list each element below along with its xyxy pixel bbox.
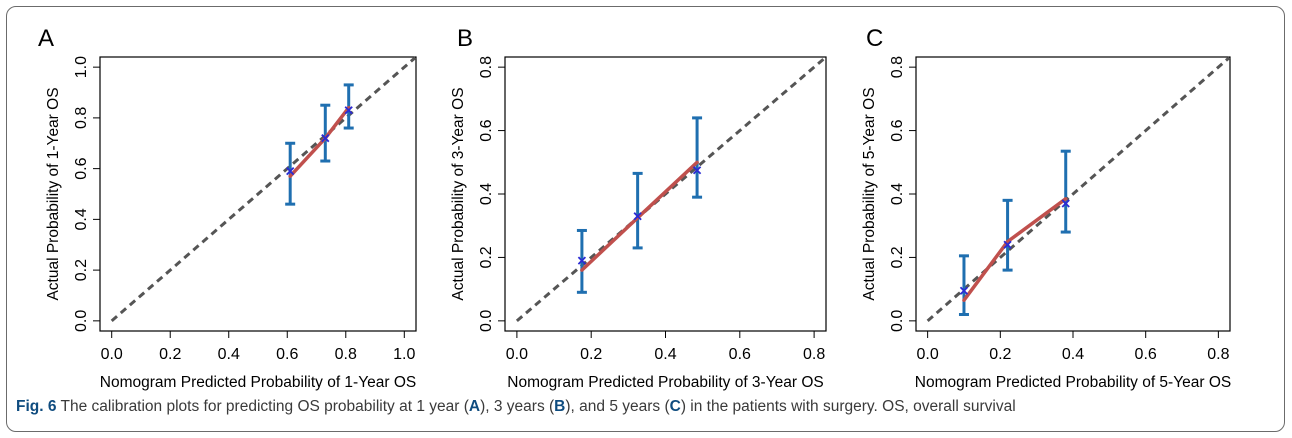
calibration-panel-a: A 0.0 0.2 0.4 0.6 0.8 1.0 0.0 0.2 0.4 0.6 0.8 1.0 Nom… <box>38 25 417 391</box>
y-tick-label: 0.8 <box>889 56 906 78</box>
x-tick-label: 0.8 <box>335 346 357 363</box>
caption-panel-ref: A <box>468 398 481 415</box>
marker-stroke <box>286 167 295 176</box>
caption-text-part: ), 3 years ( <box>480 398 555 415</box>
x-tick-label: 0.4 <box>218 346 240 363</box>
y-tick-label: 0.6 <box>889 119 906 141</box>
caption-panel-ref: B <box>554 398 566 415</box>
x-tick-label: 0.0 <box>917 346 939 363</box>
x-tick-label: 0.2 <box>580 346 602 363</box>
fitted-calibration-curve <box>962 197 1068 302</box>
x-tick-label: 1.0 <box>393 346 415 363</box>
observed-point-marker <box>692 166 702 175</box>
y-tick-label: 0.6 <box>73 157 90 179</box>
observed-point-marker <box>959 286 969 295</box>
observed-point-marker <box>1003 240 1012 249</box>
observed-point-marker <box>577 256 587 265</box>
y-tick-label: 0.2 <box>478 246 495 268</box>
x-tick-label: 0.4 <box>1062 346 1084 363</box>
x-tick-label: 0.8 <box>803 346 825 363</box>
y-axis-label: Actual Probability of 5-Year OS <box>861 87 878 300</box>
y-tick-label: 0.0 <box>478 310 495 332</box>
caption-text: The calibration plots for predicting OS … <box>56 398 1016 415</box>
y-tick-label: 0.2 <box>889 246 906 268</box>
x-tick-label: 0.2 <box>989 346 1011 363</box>
marker-stroke <box>1003 240 1012 249</box>
y-axis-label: Actual Probability of 1-Year OS <box>45 87 62 300</box>
x-tick-label: 0.8 <box>1207 346 1229 363</box>
panel-label: C <box>866 25 883 52</box>
x-tick-label: 0.6 <box>276 346 298 363</box>
y-tick-label: 1.0 <box>73 56 90 78</box>
x-tick-label: 0.2 <box>159 346 181 363</box>
fitted-calibration-curve <box>288 105 351 178</box>
x-tick-label: 0.6 <box>729 346 751 363</box>
x-tick-label: 0.0 <box>506 346 528 363</box>
y-tick-label: 0.4 <box>478 183 495 205</box>
panel-label: B <box>457 25 473 52</box>
observed-point-marker <box>1061 199 1070 208</box>
caption-text-part: The calibration plots for predicting OS … <box>56 398 469 415</box>
x-axis-label: Nomogram Predicted Probability of 5-Year… <box>915 374 1231 391</box>
plot-box <box>99 56 417 332</box>
observed-point-marker <box>286 167 295 176</box>
observed-point-marker <box>344 106 353 115</box>
y-tick-label: 0.8 <box>478 56 495 78</box>
caption-fig-label: Fig. 6 <box>16 398 57 415</box>
marker-stroke <box>959 286 969 295</box>
ideal-calibration-line <box>110 56 417 322</box>
fitted-calibration-curve <box>580 160 699 272</box>
observed-point-marker <box>633 212 642 221</box>
y-tick-label: 0.8 <box>73 107 90 129</box>
x-tick-label: 0.0 <box>101 346 123 363</box>
marker-stroke <box>577 256 587 265</box>
y-tick-label: 0.4 <box>889 183 906 205</box>
x-tick-label: 0.4 <box>654 346 676 363</box>
y-tick-label: 0.4 <box>73 208 90 230</box>
x-axis-label: Nomogram Predicted Probability of 1-Year… <box>100 374 416 391</box>
y-tick-label: 0.6 <box>478 119 495 141</box>
calibration-panel-b: B 0.0 0.2 0.4 0.6 0.8 0.0 0.2 0.4 0.6 0.8 Nomogram … <box>450 25 827 391</box>
marker-stroke <box>692 166 702 175</box>
panel-label: A <box>38 25 54 52</box>
y-tick-label: 0.0 <box>889 310 906 332</box>
ideal-calibration-line <box>926 56 1231 322</box>
marker-stroke <box>321 134 330 143</box>
figure-caption: Fig. 6 The calibration plots for predict… <box>16 398 1281 416</box>
x-axis-label: Nomogram Predicted Probability of 3-Year… <box>507 374 823 391</box>
calibration-panel-c: C 0.0 0.2 0.4 0.6 0.8 0.0 0.2 0.4 0.6 0.8 Nomogram … <box>861 25 1231 391</box>
ideal-calibration-line <box>515 56 827 322</box>
caption-text-part: ) in the patients with surgery. OS, over… <box>680 398 1016 415</box>
marker-stroke <box>633 212 642 221</box>
marker-stroke <box>344 106 353 115</box>
y-tick-label: 0.0 <box>73 310 90 332</box>
y-axis-label: Actual Probability of 3-Year OS <box>450 87 467 300</box>
marker-stroke <box>1061 199 1070 208</box>
y-tick-label: 0.2 <box>73 259 90 281</box>
caption-text-part: ), and 5 years ( <box>565 398 670 415</box>
x-tick-label: 0.6 <box>1135 346 1157 363</box>
observed-point-marker <box>321 134 330 143</box>
figure-frame <box>6 6 1285 432</box>
caption-panel-ref: C <box>669 398 681 415</box>
